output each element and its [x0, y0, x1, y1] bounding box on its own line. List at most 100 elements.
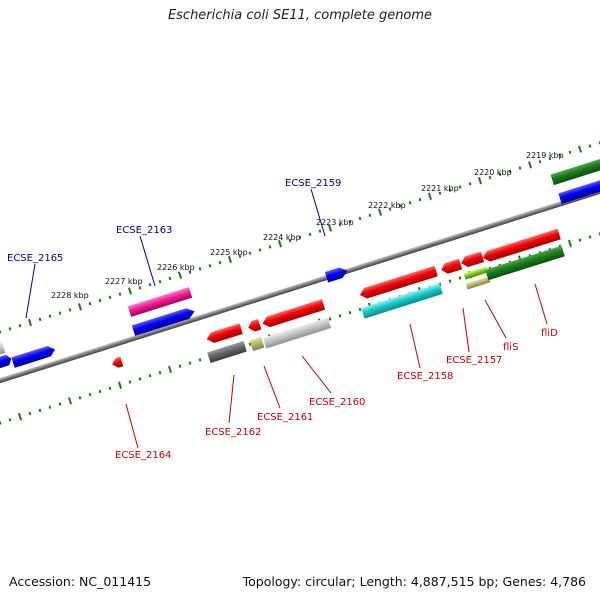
- lower-scale-minor-tick: [48, 405, 52, 409]
- callout-line-ecse-2163: [139, 235, 156, 287]
- lower-scale-minor-tick: [138, 377, 142, 381]
- gene-olive-small[interactable]: [249, 336, 265, 352]
- callout-line-ecse-2165: [25, 263, 36, 319]
- callout-line-ecse-2157: [462, 307, 470, 353]
- upper-scale-minor-tick: [538, 159, 542, 164]
- lower-scale-major-tick: [17, 413, 23, 421]
- upper-scale-minor-tick: [148, 282, 152, 287]
- upper-scale-minor-tick: [348, 219, 352, 224]
- gene-flis[interactable]: [463, 266, 489, 280]
- lower-scale-major-tick: [117, 381, 123, 389]
- callout-line-ecse-2162: [228, 374, 235, 424]
- lower-scale-major-tick: [67, 397, 73, 405]
- upper-scale-minor-tick: [158, 279, 162, 284]
- gene-olive-flis[interactable]: [465, 276, 491, 290]
- upper-scale-major-tick: [327, 224, 333, 232]
- kbp-label-2228: 2228 kbp: [51, 291, 89, 300]
- upper-scale-minor-tick: [138, 286, 142, 290]
- gene-ecse-2157[interactable]: [440, 258, 463, 276]
- lower-scale-minor-tick: [578, 238, 582, 242]
- upper-scale-minor-tick: [418, 197, 422, 202]
- upper-scale-minor-tick: [258, 248, 262, 252]
- upper-scale-minor-tick: [438, 191, 442, 196]
- upper-scale-minor-tick: [108, 295, 112, 300]
- kbp-label-2224: 2224 kbp: [263, 233, 301, 242]
- lower-scale-minor-tick: [28, 411, 32, 416]
- gene-red-flid[interactable]: [481, 228, 561, 264]
- upper-scale-minor-tick: [458, 185, 462, 189]
- gene-blue-top[interactable]: [558, 180, 600, 204]
- gene-red-flis[interactable]: [460, 251, 485, 268]
- upper-scale-major-tick: [27, 318, 33, 327]
- upper-scale-minor-tick: [358, 216, 362, 221]
- upper-scale-minor-tick: [448, 188, 452, 192]
- lower-scale-minor-tick: [98, 389, 102, 394]
- gene-green-top[interactable]: [550, 158, 600, 186]
- gene-ecse-2160[interactable]: [262, 317, 332, 349]
- gene-flid[interactable]: [485, 245, 565, 281]
- gene-red-ecse-2160[interactable]: [261, 299, 326, 329]
- gene-ecse-2165[interactable]: [11, 344, 56, 368]
- kbp-label-2226: 2226 kbp: [157, 263, 195, 272]
- topology-summary-text: Topology: circular; Length: 4,887,515 bp…: [242, 574, 586, 589]
- lower-scale-minor-tick: [88, 392, 92, 397]
- lower-scale-minor-tick: [128, 380, 132, 384]
- gene-ecse-2161[interactable]: [247, 318, 262, 333]
- lower-scale-minor-tick: [108, 386, 112, 391]
- upper-scale-major-tick: [77, 303, 83, 311]
- upper-scale-minor-tick: [488, 175, 492, 180]
- upper-scale-minor-tick: [238, 254, 242, 259]
- upper-scale-minor-tick: [568, 150, 572, 155]
- callout-line-ecse-2164: [125, 403, 139, 449]
- label-ecse-2158: ECSE_2158: [397, 371, 453, 382]
- upper-scale-minor-tick: [598, 141, 600, 145]
- gene-ecse-2159[interactable]: [324, 265, 349, 283]
- gene-red-ecse-2158[interactable]: [358, 265, 438, 301]
- upper-scale-minor-tick: [248, 251, 252, 255]
- lower-scale-minor-tick: [588, 235, 592, 239]
- gene-ecse-2163[interactable]: [127, 287, 193, 317]
- upper-scale-minor-tick: [408, 200, 412, 205]
- kbp-label-2219: 2219 kbp: [526, 151, 564, 160]
- upper-scale-minor-tick: [18, 323, 22, 328]
- upper-scale-minor-tick: [468, 182, 472, 186]
- upper-scale-minor-tick: [168, 276, 172, 281]
- upper-scale-minor-tick: [0, 330, 2, 334]
- upper-scale-minor-tick: [118, 292, 122, 296]
- kbp-label-2223: 2223 kbp: [316, 218, 354, 227]
- gene-ecse-2164[interactable]: [111, 356, 124, 370]
- upper-scale-major-tick: [477, 177, 483, 185]
- upper-scale-minor-tick: [218, 260, 222, 265]
- lower-scale-minor-tick: [158, 370, 162, 375]
- upper-scale-minor-tick: [48, 314, 52, 318]
- gene-ecse-2158[interactable]: [361, 283, 443, 319]
- upper-scale-major-tick: [277, 240, 283, 248]
- upper-scale-ticks: [0, 141, 600, 334]
- lower-scale-minor-tick: [458, 276, 462, 280]
- upper-scale-minor-tick: [268, 245, 272, 249]
- gene-labels: ECSE_2165 ECSE_2163 ECSE_2159 ECSE_2164 …: [7, 178, 558, 461]
- upper-scale-minor-tick: [508, 169, 512, 173]
- genome-backbone: [0, 175, 600, 397]
- lower-scale-minor-tick: [328, 317, 332, 321]
- upper-scale-minor-tick: [298, 235, 302, 240]
- upper-scale-minor-tick: [58, 311, 62, 315]
- upper-scale-minor-tick: [588, 144, 592, 148]
- lower-scale-minor-tick: [348, 310, 352, 315]
- gene-blue-edge[interactable]: [0, 354, 13, 371]
- label-flis: fliS: [503, 342, 518, 353]
- upper-scale-minor-tick: [318, 229, 322, 233]
- lower-scale-minor-tick: [598, 232, 600, 236]
- kbp-label-2220: 2220 kbp: [474, 168, 512, 177]
- label-ecse-2163: ECSE_2163: [116, 225, 172, 236]
- callout-line-ecse-2160: [301, 355, 332, 394]
- lower-scale-minor-tick: [58, 402, 62, 406]
- gene-ecse-2162[interactable]: [207, 341, 247, 363]
- gene-red-ecse-2162[interactable]: [205, 323, 243, 344]
- kbp-label-2221: 2221 kbp: [421, 184, 459, 193]
- upper-scale-minor-tick: [398, 204, 402, 208]
- gene-blue-forward[interactable]: [131, 306, 196, 336]
- callout-lines: [25, 188, 548, 449]
